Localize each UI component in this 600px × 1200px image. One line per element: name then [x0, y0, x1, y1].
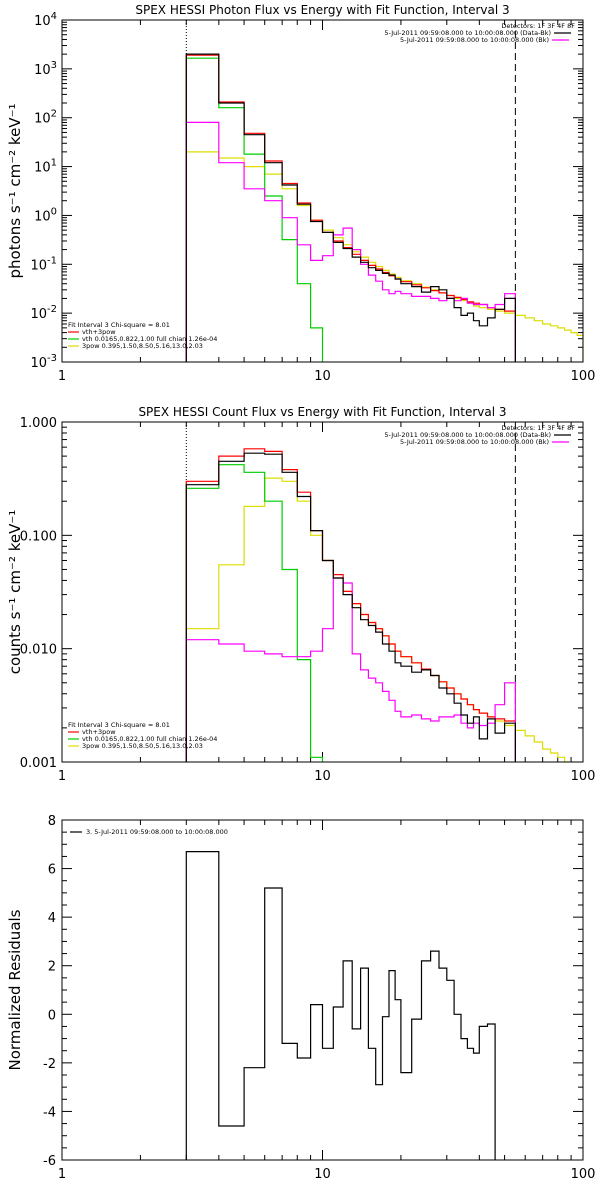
y-axis-label: counts s⁻¹ cm⁻² keV⁻¹ [6, 510, 24, 675]
chart-title: SPEX HESSI Count Flux vs Energy with Fit… [138, 405, 506, 419]
legend-entry: 3. 5-Jul-2011 09:59:08.000 to 10:00:08.0… [86, 828, 228, 836]
legend-entry: 5-Jul-2011 09:59:08.000 to 10:00:08.000 … [384, 431, 551, 439]
y-tick-exponent: 3 [51, 60, 57, 71]
legend-entry: 5-Jul-2011 09:59:08.000 to 10:00:08.000 … [400, 438, 549, 446]
y-tick-label: -2 [43, 1057, 56, 1072]
y-tick-base: 10 [34, 112, 51, 127]
x-tick-label: 100 [571, 369, 596, 384]
x-tick-label: 100 [571, 1167, 596, 1182]
y-tick-base: 10 [34, 161, 51, 176]
y-tick-label: 103 [34, 60, 57, 78]
series-data-bk [185, 851, 496, 1160]
chart-2: SPEX HESSI Count Flux vs Energy with Fit… [6, 405, 596, 784]
y-tick-exponent: 4 [51, 11, 57, 22]
legend-header: Detectors: 1F 3F 4F 8F [501, 22, 575, 30]
chart-3: Normalized Residuals 1 10 100 -6 -4 -2 0 2 4 6 8 3. … [6, 814, 595, 1182]
chart-title: SPEX HESSI Photon Flux vs Energy with Fi… [135, 3, 509, 17]
y-tick-label: 104 [34, 11, 57, 29]
series-data-bk [185, 53, 516, 362]
x-tick-label: 1 [58, 1167, 66, 1182]
x-tick-label: 10 [314, 769, 331, 784]
legend-entry: vth+3pow [82, 328, 116, 336]
y-tick-label: 0.010 [20, 643, 57, 658]
y-tick-label: 4 [48, 911, 56, 926]
plot-frame [61, 421, 584, 763]
y-tick-label: 101 [34, 158, 57, 176]
series-data-bk [185, 452, 516, 762]
x-tick-label: 1 [58, 769, 66, 784]
series-3pow [185, 151, 583, 362]
y-tick-label: 10-3 [30, 353, 57, 371]
y-tick-label: -6 [43, 1154, 56, 1169]
chart-1: SPEX HESSI Photon Flux vs Energy with Fi… [6, 3, 595, 384]
y-tick-label: 8 [48, 814, 56, 829]
y-tick-base: 10 [34, 63, 51, 78]
legend-header: Detectors: 1F 3F 4F 8F [501, 424, 575, 432]
y-tick-label: 6 [48, 863, 56, 878]
legend-entry: 5-Jul-2011 09:59:08.000 to 10:00:08.000 … [400, 36, 549, 44]
y-tick-base: 10 [30, 307, 47, 322]
series-3pow [185, 477, 583, 762]
y-tick-label: 10-2 [30, 304, 57, 322]
legend-entry: vth 0.0165,0.822,1.00 full chian 1.26e-0… [82, 335, 217, 343]
series-vth [185, 464, 334, 762]
y-tick-base: 10 [30, 356, 47, 371]
y-tick-label: -4 [43, 1105, 56, 1120]
y-tick-base: 10 [34, 14, 51, 29]
x-tick-label: 1 [58, 369, 66, 384]
x-tick-label: 10 [314, 369, 331, 384]
y-tick-label: 100 [34, 206, 57, 224]
legend-entry: 3pow 0.395,1.50,8.50,5.16,13.0,2.03 [82, 742, 203, 750]
legend-entry: vth+3pow [82, 728, 116, 736]
y-tick-label: 1.000 [20, 416, 57, 431]
y-tick-exponent: 0 [51, 206, 57, 217]
plot-frame [61, 19, 584, 363]
y-axis-label: photons s⁻¹ cm⁻² keV⁻¹ [6, 104, 24, 279]
y-tick-base: 10 [34, 209, 51, 224]
y-tick-label: 102 [34, 109, 57, 127]
series-bk [185, 121, 526, 362]
legend-header: Fit Interval 3 Chi-square = 8.01 [68, 321, 170, 329]
y-tick-label: 2 [48, 960, 56, 975]
y-tick-label: 0.001 [20, 756, 57, 771]
plot-frame [61, 819, 584, 1161]
x-tick-label: 10 [314, 1167, 331, 1182]
series-vth [185, 57, 334, 362]
y-tick-label: 0.100 [20, 529, 57, 544]
y-tick-label: 10-1 [30, 255, 57, 273]
legend-header: Fit Interval 3 Chi-square = 8.01 [68, 721, 170, 729]
legend-entry: 3pow 0.395,1.50,8.50,5.16,13.0,2.03 [82, 342, 203, 350]
y-tick-base: 10 [30, 258, 47, 273]
legend-entry: vth 0.0165,0.822,1.00 full chian 1.26e-0… [82, 735, 217, 743]
y-tick-exponent: 1 [51, 158, 57, 169]
y-tick-exponent: -1 [47, 255, 57, 266]
y-tick-label: 0 [48, 1008, 56, 1023]
legend-entry: 5-Jul-2011 09:59:08.000 to 10:00:08.000 … [384, 29, 551, 37]
y-axis-label: Normalized Residuals [6, 909, 24, 1070]
x-tick-label: 100 [571, 769, 596, 784]
y-tick-exponent: 2 [51, 109, 57, 120]
y-tick-exponent: -3 [47, 353, 57, 364]
y-tick-exponent: -2 [47, 304, 57, 315]
